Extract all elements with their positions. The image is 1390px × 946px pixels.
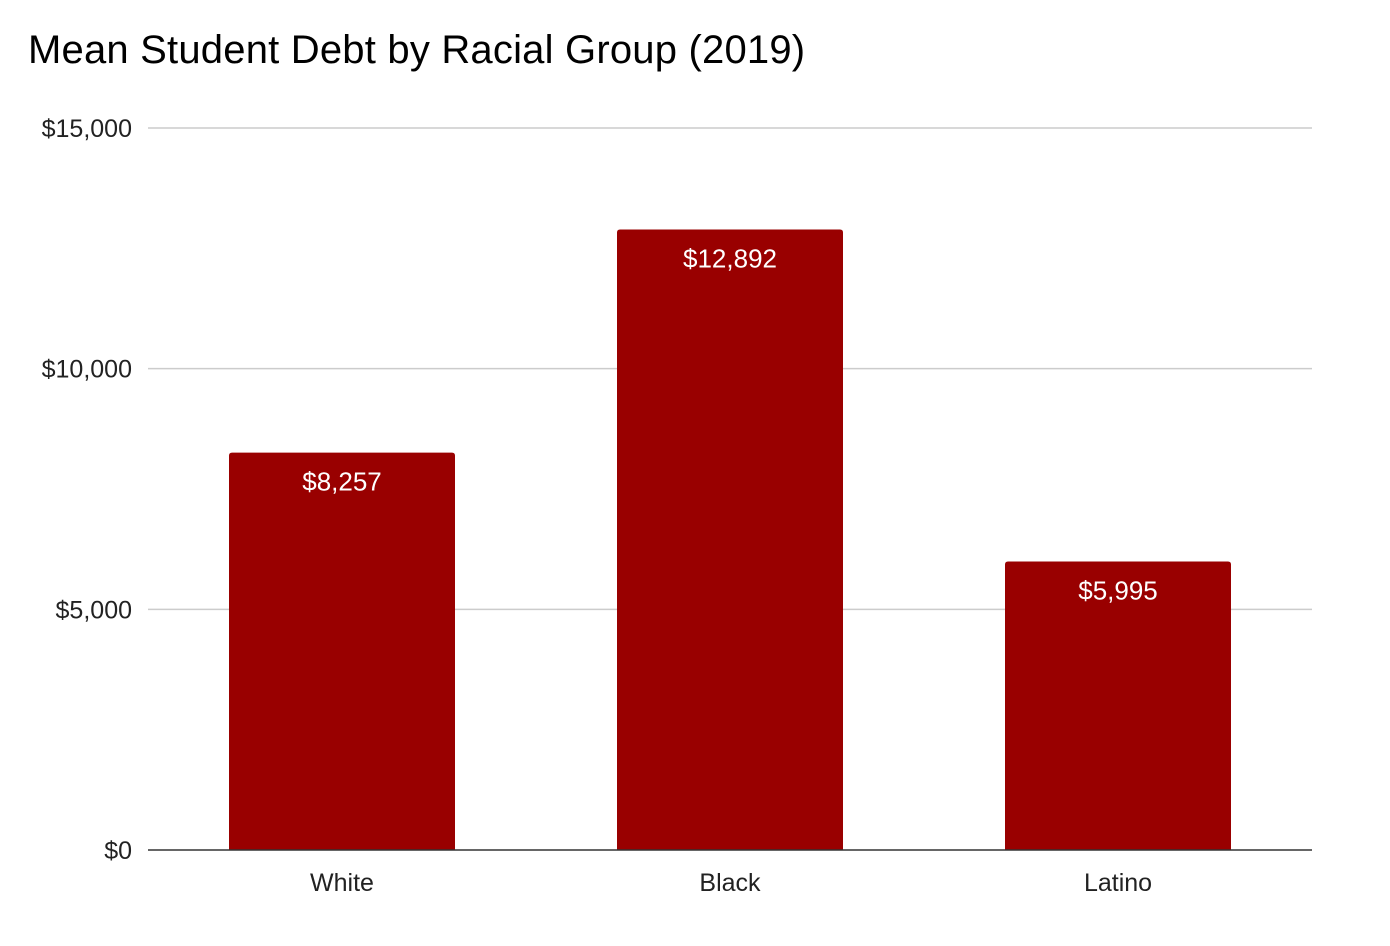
x-tick-label: White — [310, 869, 374, 897]
bar-white — [229, 452, 455, 850]
data-label: $5,995 — [1078, 575, 1158, 605]
data-labels: $8,257 $12,892 $5,995 — [302, 243, 1158, 605]
bar-latino — [1005, 561, 1231, 850]
data-label: $8,257 — [302, 467, 382, 497]
bar-black — [617, 229, 843, 850]
y-tick-label: $15,000 — [42, 115, 132, 143]
y-axis-ticks: $0 $5,000 $10,000 $15,000 — [42, 115, 132, 865]
y-tick-label: $0 — [104, 837, 132, 865]
x-tick-label: Latino — [1084, 869, 1152, 897]
bars — [229, 229, 1231, 850]
data-label: $12,892 — [683, 243, 777, 273]
y-tick-label: $5,000 — [56, 596, 132, 624]
chart-title: Mean Student Debt by Racial Group (2019) — [28, 28, 806, 72]
category-labels: White Black Latino — [310, 869, 1152, 897]
x-tick-label: Black — [699, 869, 761, 897]
y-tick-label: $10,000 — [42, 356, 132, 384]
